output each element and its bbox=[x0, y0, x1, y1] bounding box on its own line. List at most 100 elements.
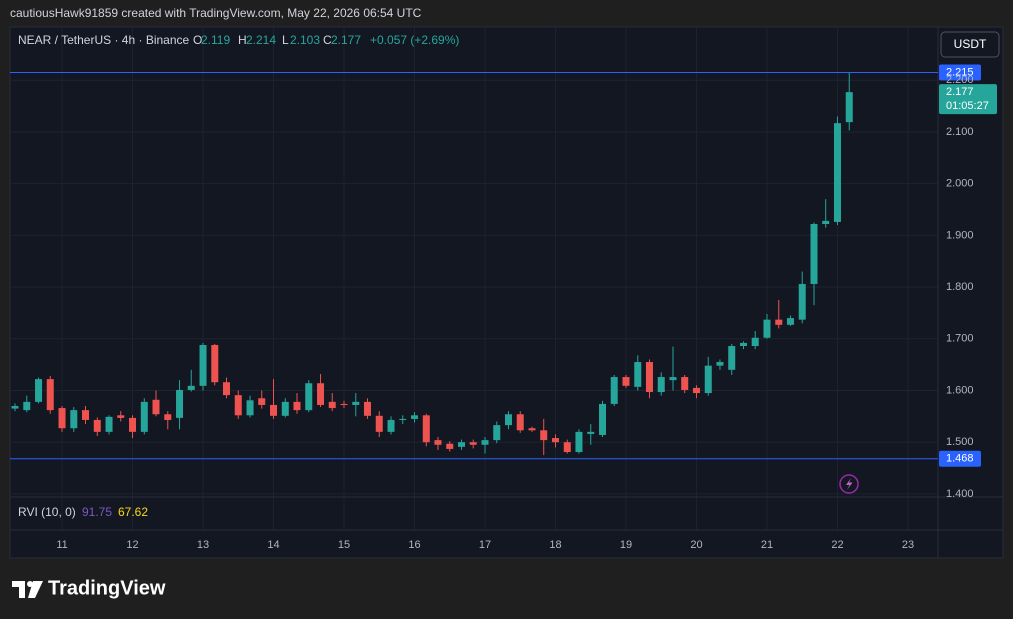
candle-body bbox=[105, 416, 113, 432]
x-tick-label: 11 bbox=[56, 539, 67, 551]
candle-body bbox=[504, 414, 512, 426]
x-tick-label: 22 bbox=[831, 539, 843, 551]
ohlc-key: L bbox=[282, 33, 289, 47]
candle-body bbox=[281, 401, 289, 416]
price-tag bbox=[939, 64, 981, 81]
candle-body bbox=[399, 418, 407, 420]
brand-logo bbox=[12, 581, 43, 598]
ohlc-value: 2.103 bbox=[290, 33, 320, 47]
candle-body bbox=[810, 223, 818, 284]
ohlc-key: C bbox=[323, 33, 332, 47]
candle-body bbox=[446, 443, 454, 449]
candle-body bbox=[434, 440, 442, 445]
countdown-label: 01:05:27 bbox=[946, 100, 989, 112]
candle-body bbox=[11, 405, 19, 409]
chart-panel bbox=[9, 26, 1004, 559]
indicator-name: RVI (10, 0) bbox=[18, 505, 76, 519]
event-bolt bbox=[846, 478, 853, 490]
symbol-title: NEAR / TetherUS · 4h · Binance bbox=[18, 33, 190, 47]
y-tick-label: 1.600 bbox=[946, 384, 974, 396]
candle-body bbox=[140, 401, 148, 432]
candle-body bbox=[422, 415, 430, 443]
candle-body bbox=[70, 410, 78, 429]
ohlc-value: 2.119 bbox=[201, 33, 230, 47]
candle-body bbox=[575, 431, 583, 453]
candle-body bbox=[152, 399, 160, 415]
currency-button[interactable] bbox=[940, 31, 1000, 58]
candle-body bbox=[833, 123, 841, 222]
change-value: +0.057 (+2.69%) bbox=[370, 33, 459, 47]
currency-label[interactable]: USDT bbox=[954, 37, 987, 51]
candle-body bbox=[751, 337, 759, 347]
y-tick-label: 1.900 bbox=[946, 229, 974, 241]
candle-body bbox=[270, 404, 278, 416]
candle-body bbox=[411, 415, 419, 419]
candle-body bbox=[528, 428, 536, 431]
candle-body bbox=[222, 382, 230, 396]
price-tag bbox=[939, 450, 981, 467]
candle-body bbox=[481, 440, 489, 445]
y-tick-label: 1.400 bbox=[946, 488, 974, 500]
candle-body bbox=[199, 344, 207, 386]
x-tick-label: 15 bbox=[338, 539, 350, 551]
price-tag-label: 2.215 bbox=[946, 66, 974, 78]
candle-body bbox=[352, 401, 360, 405]
candle-body bbox=[563, 442, 571, 453]
x-tick-label: 23 bbox=[902, 539, 914, 551]
logo-part bbox=[27, 581, 33, 587]
candle-body bbox=[798, 283, 806, 320]
candle-body bbox=[645, 362, 653, 393]
y-tick-label: 1.500 bbox=[946, 436, 974, 448]
candle-body bbox=[234, 395, 242, 416]
grid bbox=[10, 27, 938, 530]
candle-body bbox=[187, 385, 195, 390]
event-icon[interactable] bbox=[839, 474, 859, 494]
ohlc-key: H bbox=[238, 33, 247, 47]
candle-body bbox=[363, 401, 371, 416]
candle-body bbox=[657, 377, 665, 393]
candle-body bbox=[317, 383, 325, 405]
candle-body bbox=[305, 383, 313, 411]
candles bbox=[11, 73, 853, 456]
candle-body bbox=[622, 377, 630, 386]
candle-body bbox=[246, 400, 254, 416]
x-tick-label: 16 bbox=[408, 539, 420, 551]
candle-body bbox=[93, 419, 101, 432]
x-tick-label: 19 bbox=[620, 539, 632, 551]
x-tick-label: 21 bbox=[761, 539, 773, 551]
candle-body bbox=[58, 408, 66, 429]
brand-name: TradingView bbox=[48, 577, 166, 599]
candle-body bbox=[740, 342, 748, 347]
candle-body bbox=[293, 401, 301, 411]
candle-body bbox=[551, 438, 559, 443]
candle-body bbox=[728, 346, 736, 370]
x-tick-label: 17 bbox=[479, 539, 491, 551]
candle-body bbox=[82, 410, 90, 420]
candle-body bbox=[387, 419, 395, 432]
ohlc-value: 2.177 bbox=[331, 33, 361, 47]
price-tag-label: 1.468 bbox=[946, 453, 974, 465]
candle-body bbox=[211, 344, 219, 383]
y-tick-label: 2.000 bbox=[946, 178, 974, 190]
attribution: cautiousHawk91859 created with TradingVi… bbox=[10, 6, 422, 20]
ohlc-value: 2.214 bbox=[246, 33, 276, 47]
candle-body bbox=[822, 220, 830, 224]
candle-body bbox=[716, 362, 724, 366]
y-tick-label: 2.200 bbox=[946, 74, 974, 86]
candle-body bbox=[23, 401, 31, 411]
candle-body bbox=[458, 442, 466, 447]
candle-body bbox=[516, 414, 524, 431]
x-tick-label: 12 bbox=[126, 539, 138, 551]
y-tick-label: 1.800 bbox=[946, 281, 974, 293]
logo-part bbox=[28, 581, 43, 598]
x-tick-label: 13 bbox=[197, 539, 209, 551]
candle-body bbox=[340, 403, 348, 405]
x-tick-label: 20 bbox=[690, 539, 702, 551]
candle-body bbox=[493, 425, 501, 441]
ohlc-key: O bbox=[193, 33, 202, 47]
candle-body bbox=[129, 417, 137, 432]
x-tick-label: 18 bbox=[549, 539, 561, 551]
candle-body bbox=[587, 431, 595, 434]
overlay: 2.215 1.468 2.177 01:05:27 bbox=[10, 64, 997, 467]
y-tick-label: 1.700 bbox=[946, 333, 974, 345]
